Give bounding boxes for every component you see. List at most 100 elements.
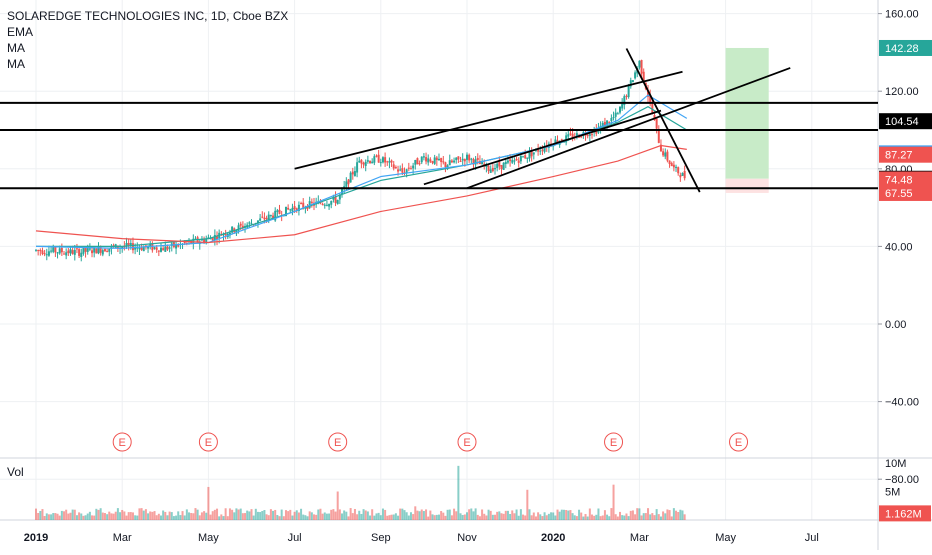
trendline[interactable] — [625, 48, 701, 193]
candle-body — [263, 217, 266, 220]
volume-bar — [267, 515, 270, 520]
candle-body — [65, 252, 68, 256]
trendline[interactable] — [423, 109, 662, 186]
price-axis-label: 0.00 — [885, 319, 906, 331]
volume-bar — [233, 512, 236, 520]
volume-bar — [106, 514, 109, 520]
volume-bar — [231, 509, 234, 520]
candle-body — [108, 248, 111, 252]
candle-body — [509, 159, 512, 162]
time-axis-label: Mar — [630, 532, 649, 544]
earnings-marker[interactable] — [604, 432, 624, 452]
candle-body — [580, 136, 583, 138]
volume-bar — [336, 491, 339, 520]
price-label-text: 142.28 — [885, 43, 919, 55]
volume-bar — [537, 512, 540, 520]
candle-body — [259, 218, 262, 221]
candle-body — [127, 242, 130, 246]
candle-body — [504, 162, 507, 165]
price-label-badge[interactable] — [879, 184, 932, 201]
candle-body — [267, 214, 270, 220]
volume-bar — [392, 514, 395, 520]
volume-bar — [164, 511, 167, 520]
ma-legend-item-2[interactable]: MA — [7, 57, 25, 71]
ma-legend-item[interactable]: MA — [7, 41, 25, 55]
indicator-line-ema[interactable] — [36, 106, 688, 247]
volume-bar — [457, 465, 460, 520]
volume-bar — [140, 508, 143, 520]
chart-legend: SOLAREDGE TECHNOLOGIES INC, 1D, Cboe BZX… — [7, 8, 288, 72]
volume-bar — [476, 514, 479, 520]
price-label-text: 104.54 — [885, 116, 919, 128]
candle-body — [638, 60, 641, 68]
candle-body — [142, 247, 145, 252]
indicator-line-ma[interactable] — [35, 144, 687, 244]
candle-body — [683, 171, 686, 179]
earnings-marker[interactable] — [729, 432, 749, 452]
time-axis-label: May — [715, 532, 736, 544]
candle-body — [153, 247, 156, 249]
candle-body — [470, 158, 473, 160]
earnings-marker[interactable] — [198, 432, 218, 452]
indicator-line-ma[interactable] — [35, 94, 688, 249]
price-label-badge[interactable] — [879, 171, 932, 188]
volume-bar — [170, 512, 173, 520]
candle-body — [162, 248, 165, 251]
candle-body — [239, 223, 242, 226]
candle-body — [394, 167, 397, 169]
earnings-marker[interactable] — [457, 432, 477, 452]
price-label-badge[interactable] — [879, 146, 932, 163]
candle-body — [666, 151, 669, 161]
candle-body — [321, 203, 324, 205]
volume-bar — [218, 516, 221, 520]
stop-zone[interactable] — [725, 178, 769, 193]
volume-bar — [129, 512, 132, 520]
candle-body — [177, 245, 180, 247]
volume-bar — [388, 515, 391, 520]
volume-bar — [580, 512, 583, 520]
volume-bar — [97, 509, 100, 520]
volume-bar — [226, 516, 229, 520]
volume-bar — [603, 510, 606, 520]
candle-body — [647, 90, 650, 97]
time-axis-label: May — [198, 532, 219, 544]
volume-bar — [500, 513, 503, 520]
volume-bar — [672, 508, 675, 520]
earnings-marker[interactable] — [112, 432, 132, 452]
price-label-badge[interactable] — [879, 113, 932, 130]
volume-bar — [608, 516, 611, 520]
trendline[interactable] — [466, 67, 791, 190]
volume-bar — [431, 514, 434, 520]
candle-body — [612, 117, 615, 119]
candle-body — [556, 140, 559, 143]
volume-bar — [153, 511, 156, 520]
volume-bar — [556, 509, 559, 520]
ema-legend-item[interactable]: EMA — [7, 25, 34, 39]
volume-bar — [444, 515, 447, 520]
volume-bar — [539, 514, 542, 520]
candle-body — [502, 162, 505, 170]
volume-bar — [375, 513, 378, 520]
volume-bar — [35, 508, 37, 520]
volume-bar — [517, 515, 520, 520]
volume-bar — [369, 515, 372, 520]
earnings-marker[interactable] — [328, 432, 348, 452]
volume-bar — [681, 510, 684, 520]
volume-bar — [547, 513, 550, 520]
trendline[interactable] — [294, 70, 683, 170]
volume-bar — [668, 510, 671, 520]
volume-bar — [263, 509, 266, 520]
volume-bar — [261, 511, 264, 520]
candle-body — [205, 238, 208, 244]
volume-bar — [310, 512, 313, 520]
profit-zone[interactable] — [725, 47, 769, 179]
volume-bar — [360, 513, 363, 520]
volume-bar — [297, 512, 300, 520]
volume-bar — [67, 513, 70, 520]
candle-body — [530, 150, 533, 157]
price-label-badge[interactable] — [879, 39, 932, 56]
candle-body — [338, 194, 341, 200]
volume-bar — [466, 512, 468, 520]
